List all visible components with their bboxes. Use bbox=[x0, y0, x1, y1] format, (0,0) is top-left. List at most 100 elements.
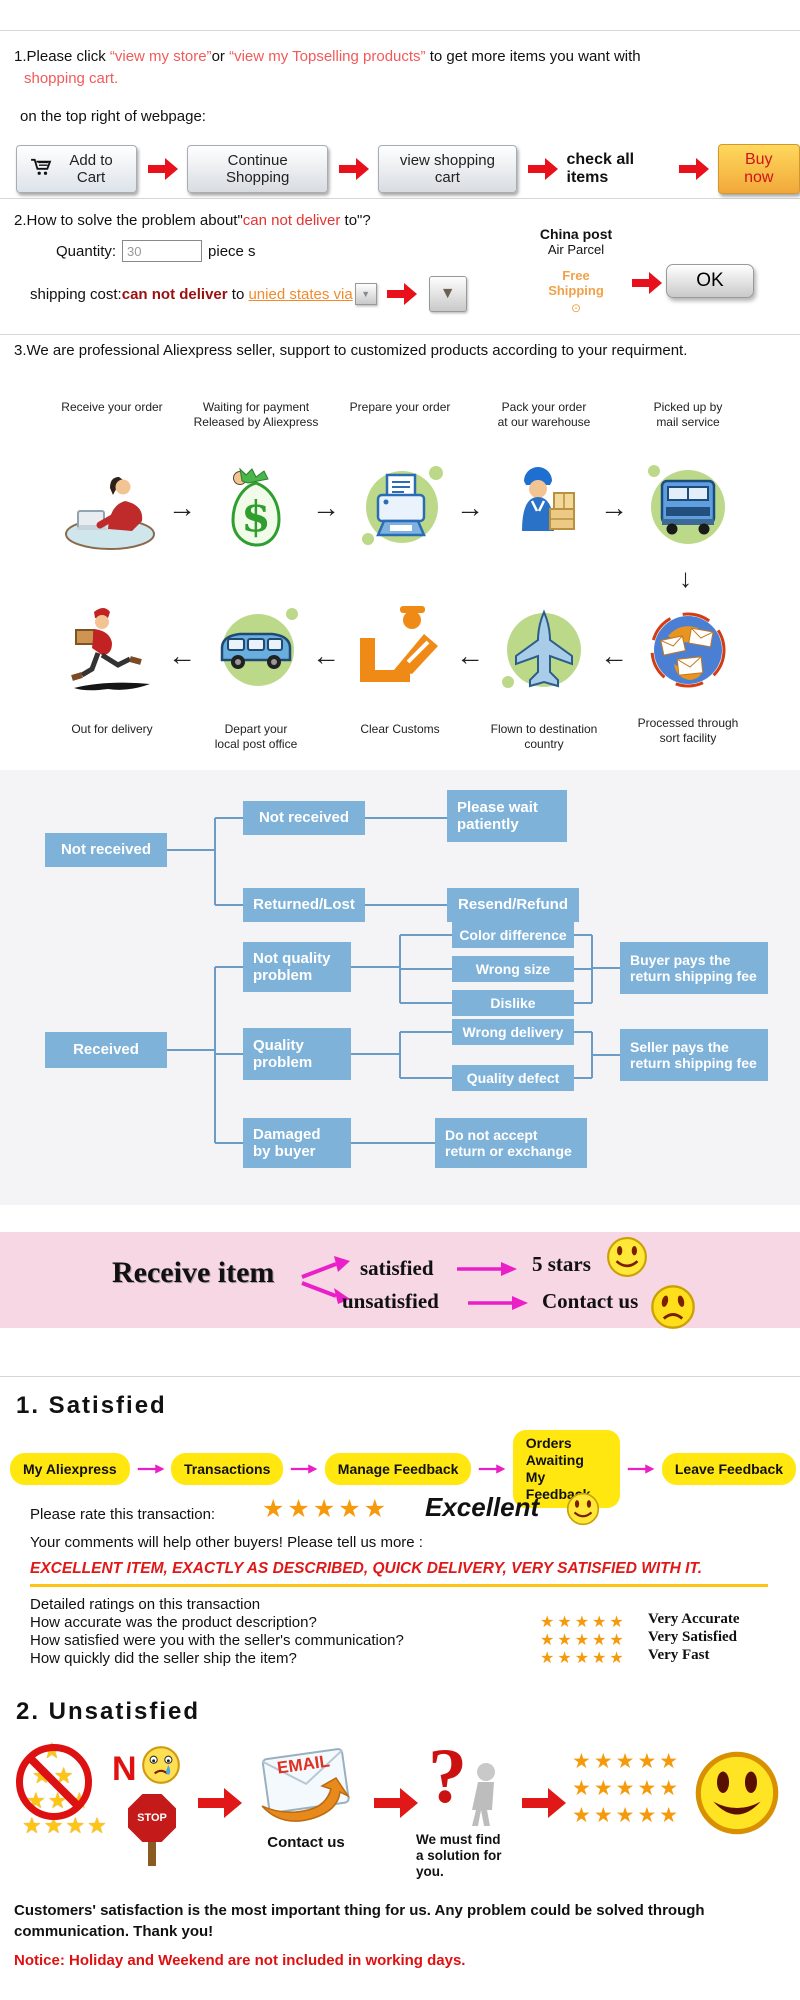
arrow-right-icon: → bbox=[456, 492, 484, 523]
sad-smiley-icon bbox=[651, 1285, 695, 1329]
ok-label: OK bbox=[696, 270, 724, 291]
cart-steps-row: Add to Cart Continue Shopping view shopp… bbox=[16, 144, 800, 194]
view-my-store-link[interactable]: “view my store” bbox=[109, 48, 212, 65]
solution-label: We must find a solution for you. bbox=[416, 1832, 502, 1879]
divider bbox=[0, 334, 800, 335]
red-arrow-icon bbox=[677, 158, 709, 180]
prohibition-icon bbox=[16, 1744, 92, 1820]
buy-now-label: Buy now bbox=[744, 151, 774, 186]
carrier-block: China post Air Parcel bbox=[530, 226, 622, 257]
chevron-down-icon: ▼ bbox=[439, 285, 456, 302]
receive-order-icon bbox=[47, 455, 177, 559]
rating-stars[interactable]: ★★★★★ bbox=[540, 1614, 627, 1631]
flowchart-box-seller-pays: Seller pays the return shipping fee bbox=[620, 1029, 768, 1081]
add-to-cart-label: Add to Cart bbox=[69, 152, 113, 186]
section2-heading: 2.How to solve the problem about"can not… bbox=[14, 212, 371, 229]
five-stars-label: 5 stars bbox=[532, 1252, 591, 1276]
radio-icon[interactable]: ⊙ bbox=[570, 301, 582, 315]
stop-sign-icon: STOP bbox=[128, 1794, 176, 1842]
country-link[interactable]: unied states via bbox=[248, 285, 353, 303]
magenta-arrow-icon bbox=[628, 1464, 655, 1474]
feedback-steps-row: My Aliexpress Transactions Manage Feedba… bbox=[10, 1430, 797, 1508]
testimonial-text: EXCELLENT ITEM, EXACTLY AS DESCRIBED, QU… bbox=[30, 1560, 768, 1587]
orders-awaiting-feedback-pill[interactable]: Orders Awaiting My Feedback bbox=[512, 1430, 621, 1508]
unsatisfied-row: ★ ★★ ★★★ ★★★★ N STOP EMAIL Contact us ? … bbox=[0, 1736, 800, 1906]
check-all-items-label: check all items bbox=[566, 151, 635, 186]
shopping-cart-link[interactable]: shopping cart. bbox=[24, 70, 119, 87]
buy-now-button[interactable]: Buy now bbox=[717, 144, 800, 194]
arrow-right-icon: → bbox=[312, 492, 340, 523]
dispute-flowchart: Not received Not received Please wait pa… bbox=[0, 770, 800, 1205]
letter-n: N bbox=[112, 1750, 137, 1788]
free-shipping-block: Free Shipping ⊙ bbox=[530, 268, 622, 316]
red-arrow-icon bbox=[337, 158, 370, 180]
webpage-hint: on the top right of webpage: bbox=[20, 108, 206, 125]
pill-label: Leave Feedback bbox=[674, 1461, 784, 1477]
cart-icon bbox=[30, 158, 52, 180]
pill-label: Manage Feedback bbox=[337, 1461, 459, 1477]
sort-facility-globe-icon bbox=[623, 600, 753, 704]
arrow-left-icon: ← bbox=[600, 640, 628, 671]
continue-shopping-button[interactable]: Continue Shopping bbox=[187, 145, 329, 193]
quantity-input[interactable] bbox=[122, 240, 203, 262]
flowchart-box-received: Received bbox=[45, 1032, 167, 1068]
shipping-text: to bbox=[227, 285, 249, 303]
free-shipping-label: Shipping bbox=[548, 283, 604, 298]
arrow-right-icon: → bbox=[600, 492, 628, 523]
country-dropdown[interactable]: ▼ bbox=[354, 283, 377, 305]
free-shipping-label: Free bbox=[562, 268, 590, 283]
rating-stars[interactable]: ★★★★★ bbox=[540, 1650, 627, 1667]
flowchart-box-wrong-size: Wrong size bbox=[452, 956, 574, 982]
rating-stars[interactable]: ★★★★★ bbox=[262, 1495, 390, 1523]
flow-step-label: Out for delivery bbox=[71, 722, 153, 736]
rating-stars[interactable]: ★★★★★ bbox=[540, 1632, 627, 1649]
arrow-left-icon: ← bbox=[456, 640, 484, 671]
rating-question: How accurate was the product description… bbox=[30, 1614, 317, 1631]
quantity-row: Quantity: piece s bbox=[56, 240, 256, 262]
my-aliexpress-pill[interactable]: My Aliexpress bbox=[10, 1453, 130, 1485]
divider bbox=[0, 1376, 800, 1377]
pill-label: My Aliexpress bbox=[23, 1461, 117, 1477]
heading-red-text: can not deliver bbox=[242, 212, 341, 229]
arrow-right-icon: → bbox=[168, 492, 196, 523]
shipping-method-dropdown[interactable]: ▼ bbox=[428, 276, 467, 312]
rating-answer: Very Satisfied bbox=[648, 1629, 738, 1645]
shipping-row: shipping cost: can not deliver to unied s… bbox=[30, 276, 467, 312]
add-to-cart-button[interactable]: Add to Cart bbox=[16, 145, 138, 193]
flowchart-box-damaged-by-buyer: Damaged by buyer bbox=[243, 1118, 351, 1168]
flowchart-box-no-return: Do not accept return or exchange bbox=[435, 1118, 587, 1168]
manage-feedback-pill[interactable]: Manage Feedback bbox=[324, 1453, 472, 1485]
flowchart-box-not-received: Not received bbox=[45, 833, 167, 867]
ok-button[interactable]: OK bbox=[666, 264, 754, 298]
svg-text:?: ? bbox=[428, 1736, 467, 1819]
flowchart-box-buyer-pays: Buyer pays the return shipping fee bbox=[620, 942, 768, 994]
heading-text: to"? bbox=[340, 212, 371, 229]
crying-smiley-icon bbox=[142, 1746, 180, 1784]
section3-heading: 3.We are professional Aliexpress seller,… bbox=[14, 342, 688, 359]
red-arrow-icon bbox=[630, 272, 666, 294]
view-shopping-cart-button[interactable]: view shopping cart bbox=[378, 145, 517, 193]
intro-text: 1.Please click bbox=[14, 48, 110, 65]
happy-smiley-icon bbox=[566, 1492, 600, 1526]
flow-step-label: Depart your local post office bbox=[214, 722, 298, 751]
flowchart-box-wait-patiently: Please wait patiently bbox=[447, 790, 567, 842]
red-arrow-icon bbox=[372, 1788, 422, 1818]
post-office-van-icon bbox=[191, 600, 321, 704]
rating-answer: Very Fast bbox=[648, 1647, 710, 1663]
leave-feedback-pill[interactable]: Leave Feedback bbox=[661, 1453, 797, 1485]
customs-icon bbox=[335, 600, 465, 704]
arrow-left-icon: ← bbox=[168, 640, 196, 671]
red-arrow-icon bbox=[526, 158, 558, 180]
pill-label: Orders Awaiting bbox=[525, 1435, 584, 1468]
payment-icon: $ bbox=[191, 455, 321, 559]
carrier-method: Air Parcel bbox=[547, 242, 605, 257]
transactions-pill[interactable]: Transactions bbox=[171, 1453, 284, 1485]
stop-sign-pole bbox=[148, 1842, 156, 1866]
magenta-arrow-icon bbox=[137, 1464, 165, 1474]
flow-step-label: Pack your order at our warehouse bbox=[497, 400, 591, 429]
flowchart-connectors bbox=[167, 817, 620, 1144]
divider bbox=[0, 30, 800, 31]
rate-transaction-label: Please rate this transaction: bbox=[30, 1506, 216, 1523]
view-topselling-link[interactable]: “view my Topselling products” bbox=[229, 48, 426, 65]
satisfied-label: satisfied bbox=[360, 1256, 434, 1280]
